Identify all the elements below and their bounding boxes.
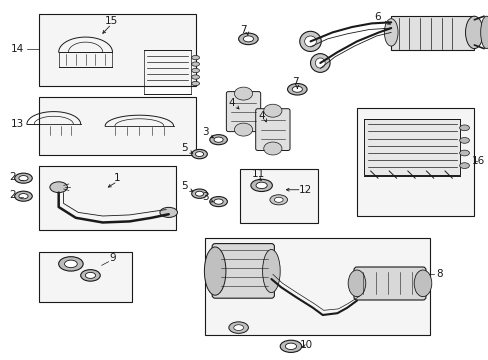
Ellipse shape: [384, 19, 397, 46]
Ellipse shape: [287, 84, 306, 95]
Ellipse shape: [263, 104, 282, 117]
FancyBboxPatch shape: [226, 91, 260, 132]
Bar: [39, 252, 132, 302]
Text: 10: 10: [300, 340, 312, 350]
Text: 8: 8: [435, 269, 442, 279]
Ellipse shape: [233, 325, 243, 330]
Ellipse shape: [299, 31, 321, 51]
Bar: [39, 14, 195, 86]
Ellipse shape: [243, 36, 253, 42]
Text: 16: 16: [470, 156, 484, 166]
Ellipse shape: [413, 270, 431, 297]
Ellipse shape: [459, 125, 468, 131]
Ellipse shape: [19, 194, 28, 199]
Bar: [239, 169, 317, 223]
Ellipse shape: [19, 176, 28, 181]
Ellipse shape: [209, 197, 227, 207]
Bar: [356, 108, 473, 216]
Ellipse shape: [234, 87, 252, 100]
Text: 11: 11: [251, 169, 264, 179]
Ellipse shape: [191, 81, 199, 86]
Text: 4: 4: [227, 98, 234, 108]
Ellipse shape: [234, 123, 252, 136]
FancyBboxPatch shape: [353, 267, 425, 300]
Ellipse shape: [214, 199, 223, 204]
Ellipse shape: [191, 189, 207, 198]
Ellipse shape: [195, 191, 203, 196]
Text: 3: 3: [202, 192, 208, 202]
FancyBboxPatch shape: [212, 244, 274, 298]
Ellipse shape: [315, 58, 325, 68]
Ellipse shape: [191, 55, 199, 60]
Text: 3: 3: [202, 127, 208, 138]
Ellipse shape: [85, 273, 95, 278]
Text: 12: 12: [298, 185, 311, 195]
Ellipse shape: [195, 152, 203, 157]
Ellipse shape: [292, 86, 302, 92]
Ellipse shape: [15, 173, 32, 183]
Text: 6: 6: [373, 12, 380, 22]
Bar: [39, 166, 176, 230]
Ellipse shape: [59, 257, 83, 271]
Ellipse shape: [191, 68, 199, 73]
Ellipse shape: [228, 322, 248, 333]
Ellipse shape: [263, 142, 282, 155]
Text: 2: 2: [9, 190, 16, 201]
Ellipse shape: [160, 207, 177, 217]
Text: 9: 9: [109, 253, 116, 264]
Ellipse shape: [250, 179, 272, 192]
Text: 5: 5: [181, 181, 188, 192]
Ellipse shape: [459, 163, 468, 168]
Ellipse shape: [204, 247, 225, 295]
Ellipse shape: [15, 191, 32, 201]
Ellipse shape: [274, 197, 283, 202]
Text: 15: 15: [104, 16, 118, 26]
Text: 13: 13: [11, 119, 24, 129]
Ellipse shape: [64, 260, 77, 267]
Bar: [364, 119, 459, 175]
Bar: [390, 16, 473, 50]
Text: 14: 14: [11, 44, 24, 54]
Text: 7: 7: [291, 77, 298, 87]
Ellipse shape: [280, 340, 301, 352]
Ellipse shape: [459, 150, 468, 156]
Ellipse shape: [347, 270, 365, 297]
Ellipse shape: [214, 137, 223, 142]
Ellipse shape: [191, 149, 207, 159]
Ellipse shape: [50, 182, 67, 193]
FancyBboxPatch shape: [255, 109, 289, 150]
Ellipse shape: [285, 343, 296, 350]
Ellipse shape: [304, 36, 316, 47]
Text: 5: 5: [181, 143, 188, 153]
Ellipse shape: [191, 62, 199, 66]
Ellipse shape: [81, 270, 100, 281]
Bar: [205, 238, 429, 335]
Text: 7: 7: [239, 24, 246, 35]
Ellipse shape: [465, 16, 482, 49]
Ellipse shape: [238, 33, 258, 45]
Text: 1: 1: [114, 173, 121, 183]
Ellipse shape: [256, 182, 266, 189]
Ellipse shape: [191, 75, 199, 79]
Ellipse shape: [310, 54, 329, 72]
Bar: [39, 97, 195, 155]
Ellipse shape: [262, 249, 280, 293]
Ellipse shape: [269, 195, 287, 205]
Ellipse shape: [209, 135, 227, 145]
Ellipse shape: [459, 138, 468, 143]
Text: 4: 4: [258, 111, 265, 121]
Text: 2: 2: [9, 172, 16, 183]
Ellipse shape: [480, 16, 488, 49]
